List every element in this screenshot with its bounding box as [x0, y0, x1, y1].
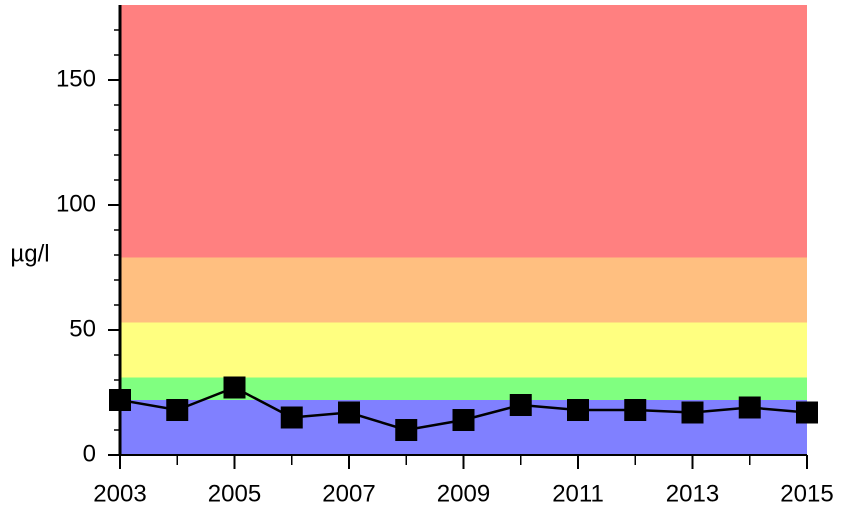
y-tick-label: 50	[69, 315, 96, 342]
data-point	[338, 401, 360, 424]
data-point	[280, 406, 303, 429]
data-point	[509, 394, 532, 416]
data-point	[166, 399, 189, 421]
data-point	[223, 376, 246, 399]
y-tick-label: 150	[56, 65, 96, 92]
x-tick-label: 2015	[780, 480, 833, 507]
x-tick-label: 2003	[93, 480, 146, 507]
band	[120, 322, 807, 378]
x-tick-label: 2009	[437, 480, 490, 507]
band	[120, 5, 807, 258]
x-tick-label: 2013	[666, 480, 719, 507]
band	[120, 257, 807, 323]
data-point	[681, 401, 704, 424]
data-point	[624, 399, 647, 421]
data-point	[796, 401, 818, 424]
data-point	[109, 389, 131, 411]
y-axis-label: µg/l	[10, 240, 49, 267]
y-tick-label: 100	[56, 190, 96, 217]
x-tick-label: 2005	[208, 480, 261, 507]
band	[120, 377, 807, 400]
x-tick-label: 2011	[552, 480, 604, 507]
data-point	[395, 419, 418, 441]
y-tick-label: 0	[83, 440, 96, 467]
x-tick-label: 2007	[322, 480, 375, 507]
data-point	[738, 396, 761, 419]
data-point	[567, 399, 589, 421]
data-point	[452, 409, 475, 431]
